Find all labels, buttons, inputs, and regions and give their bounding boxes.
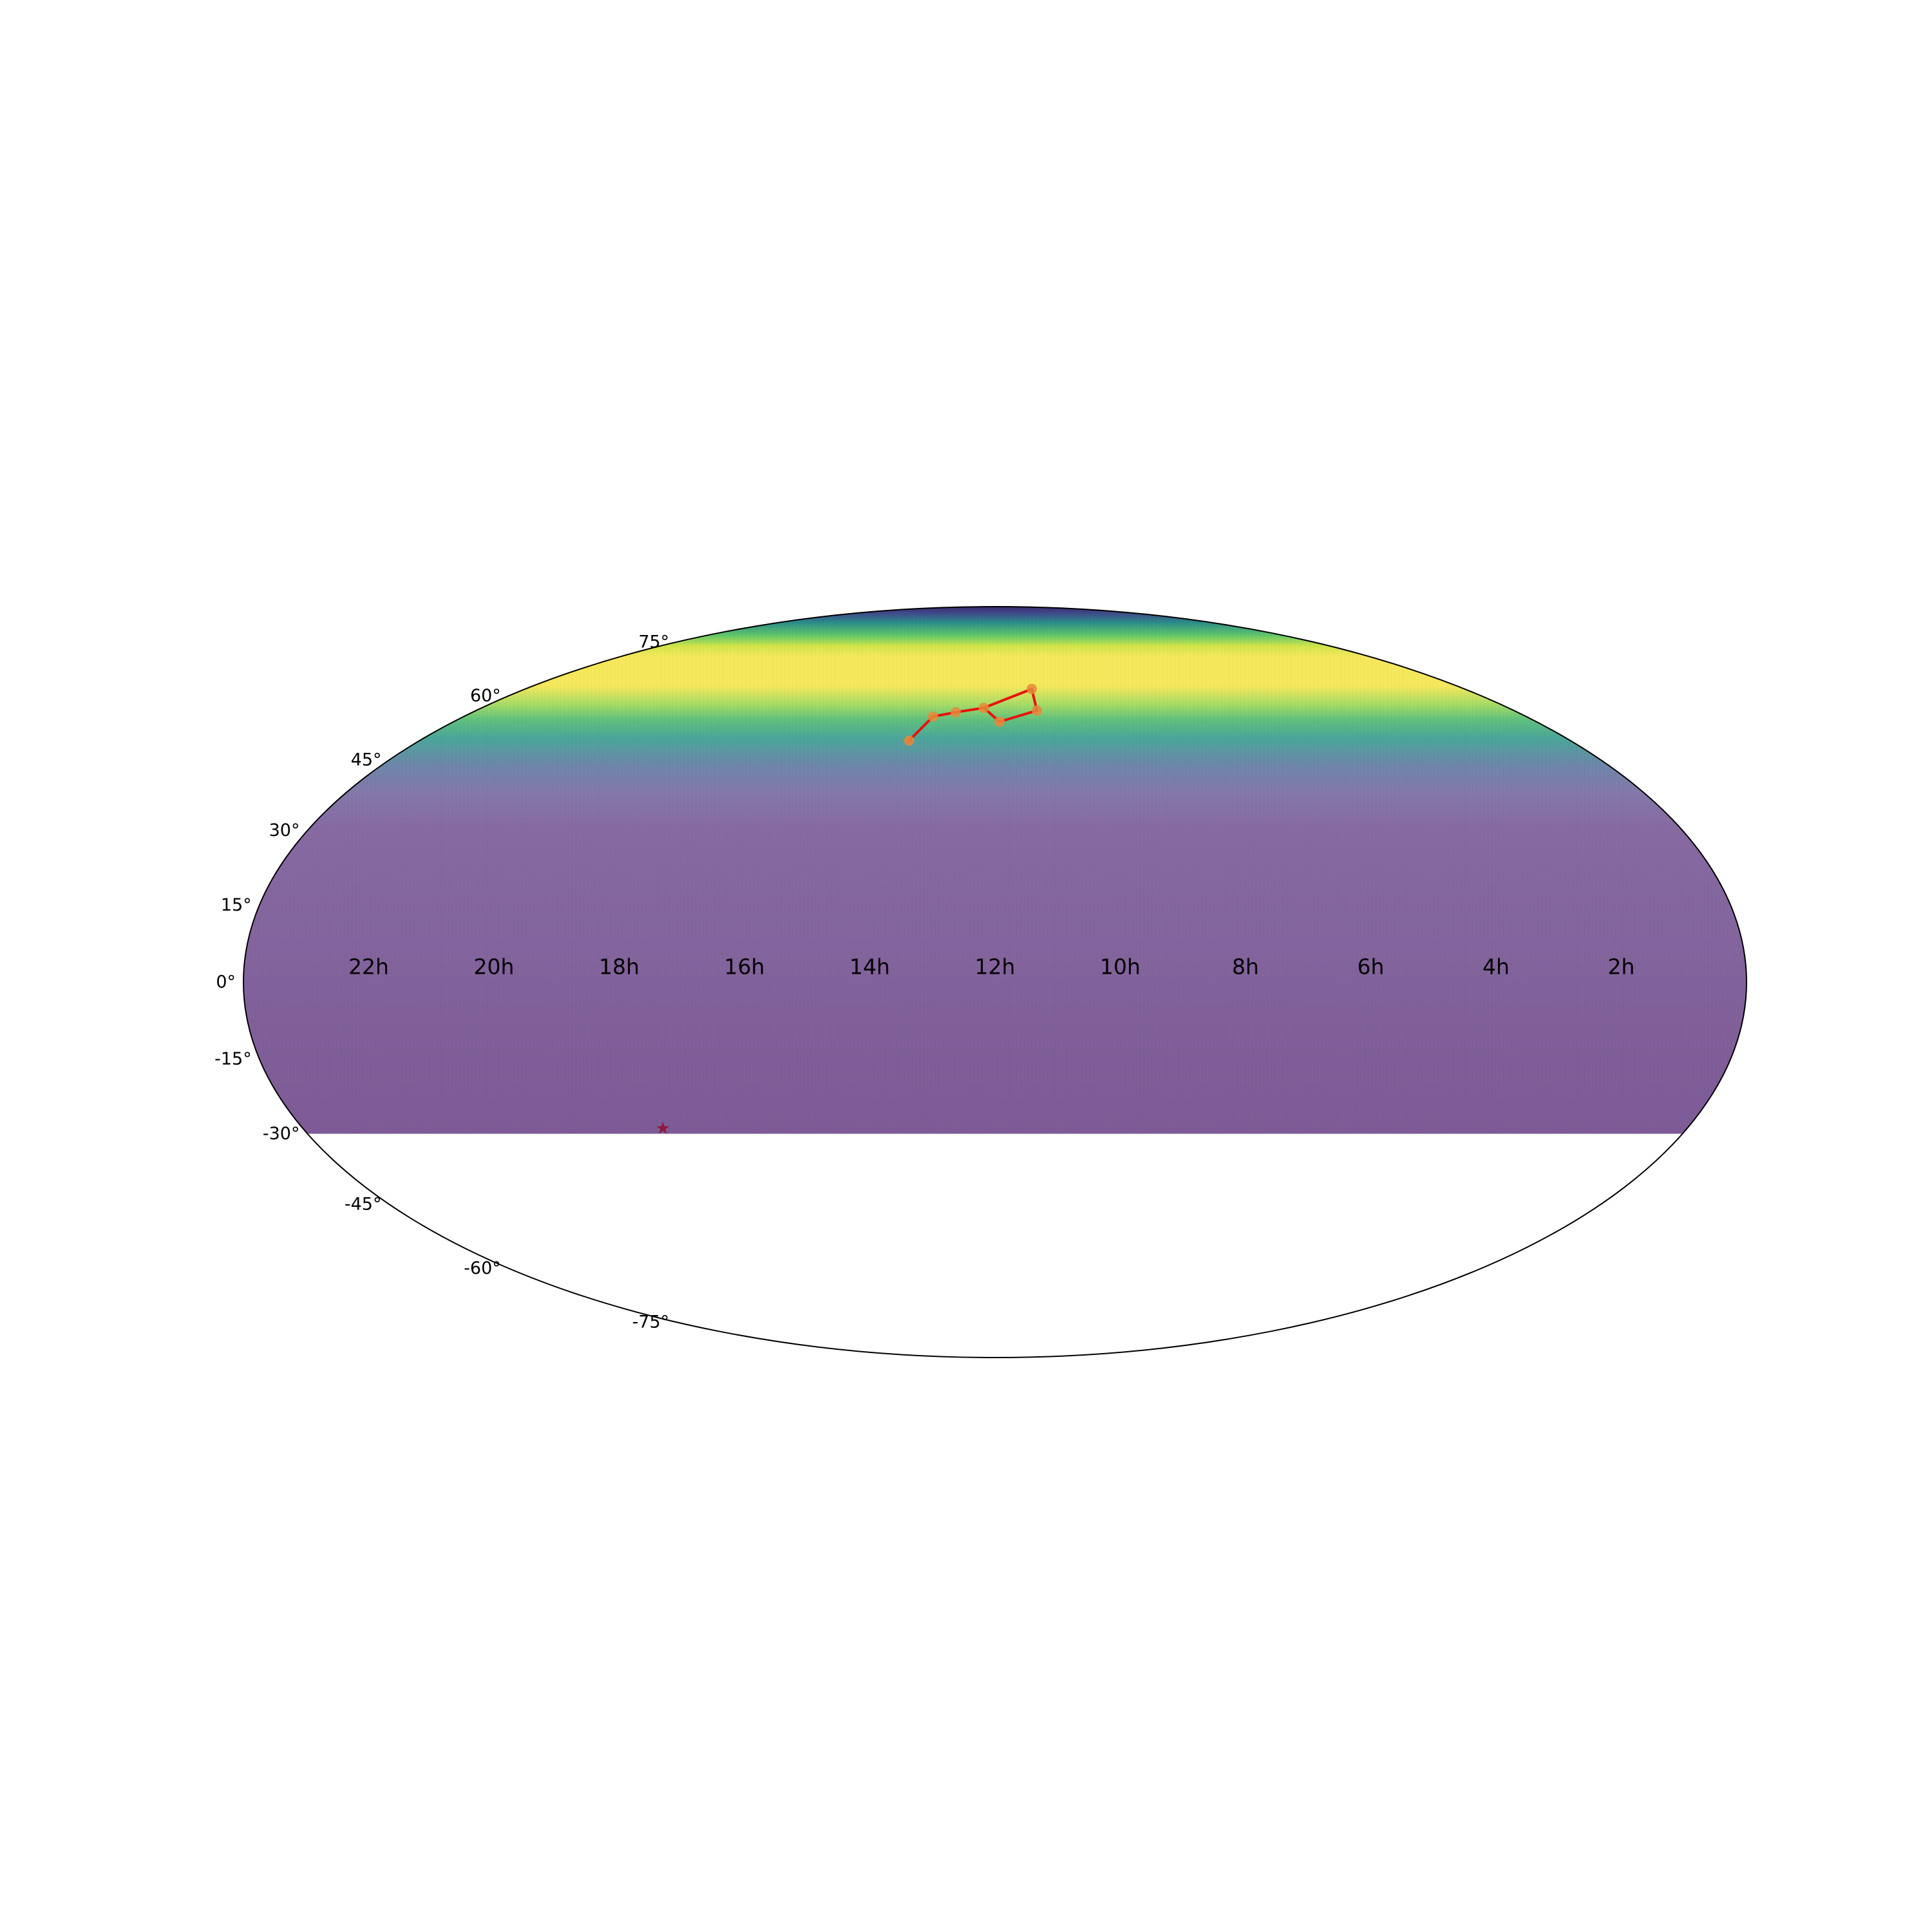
dec-tick-label: 0° [216,972,236,992]
sky-boundary [243,606,1747,1358]
dec-tick-label: -75° [632,1312,670,1332]
constellation-stars [904,683,1043,746]
dec-tick-label: -60° [464,1258,501,1278]
ra-tick-labels: 22h 20h 18h 16h 14h 12h 10h 8h 6h 4h 2h [348,954,1634,980]
dec-tick-label: -15° [214,1049,252,1069]
ra-tick-label: 12h [975,954,1016,980]
dec-tick-label: -45° [345,1195,382,1215]
constellation-star [904,735,914,746]
constellation-star [951,707,961,718]
ra-tick-label: 10h [1100,954,1141,980]
constellation-star [927,711,938,722]
ra-tick-label: 2h [1608,954,1635,980]
ra-tick-label: 16h [724,954,765,980]
constellation-line [982,687,1034,710]
dec-tick-label: 30° [269,820,300,840]
dec-tick-label: 60° [470,686,501,706]
ra-tick-label: 4h [1482,954,1510,980]
dec-tick-label: 15° [221,895,252,915]
ra-tick-label: 8h [1232,954,1259,980]
coverage-heatmap [243,607,1747,1134]
ra-tick-label: 22h [348,954,389,980]
ra-tick-label: 20h [474,954,515,980]
ra-tick-label: 6h [1358,954,1385,980]
constellation-star [1032,705,1043,716]
constellation-star [1027,683,1037,694]
constellation-line [907,715,934,743]
dec-tick-label: -30° [263,1124,300,1144]
constellation-star [994,716,1005,727]
heatmap-texture [243,607,1747,1134]
constellation-line [998,709,1039,723]
dec-tick-label: 45° [351,750,382,770]
dec-tick-label: 75° [638,632,669,652]
dec-tick-labels: 75° 60° 45° 30° 15° 0° -15° -30° -45° -60° -75° [214,632,669,1332]
ra-tick-label: 18h [599,954,639,980]
constellation-star [978,703,989,714]
ra-tick-label: 14h [849,954,890,980]
target-star-marker: ★ [656,1119,670,1138]
